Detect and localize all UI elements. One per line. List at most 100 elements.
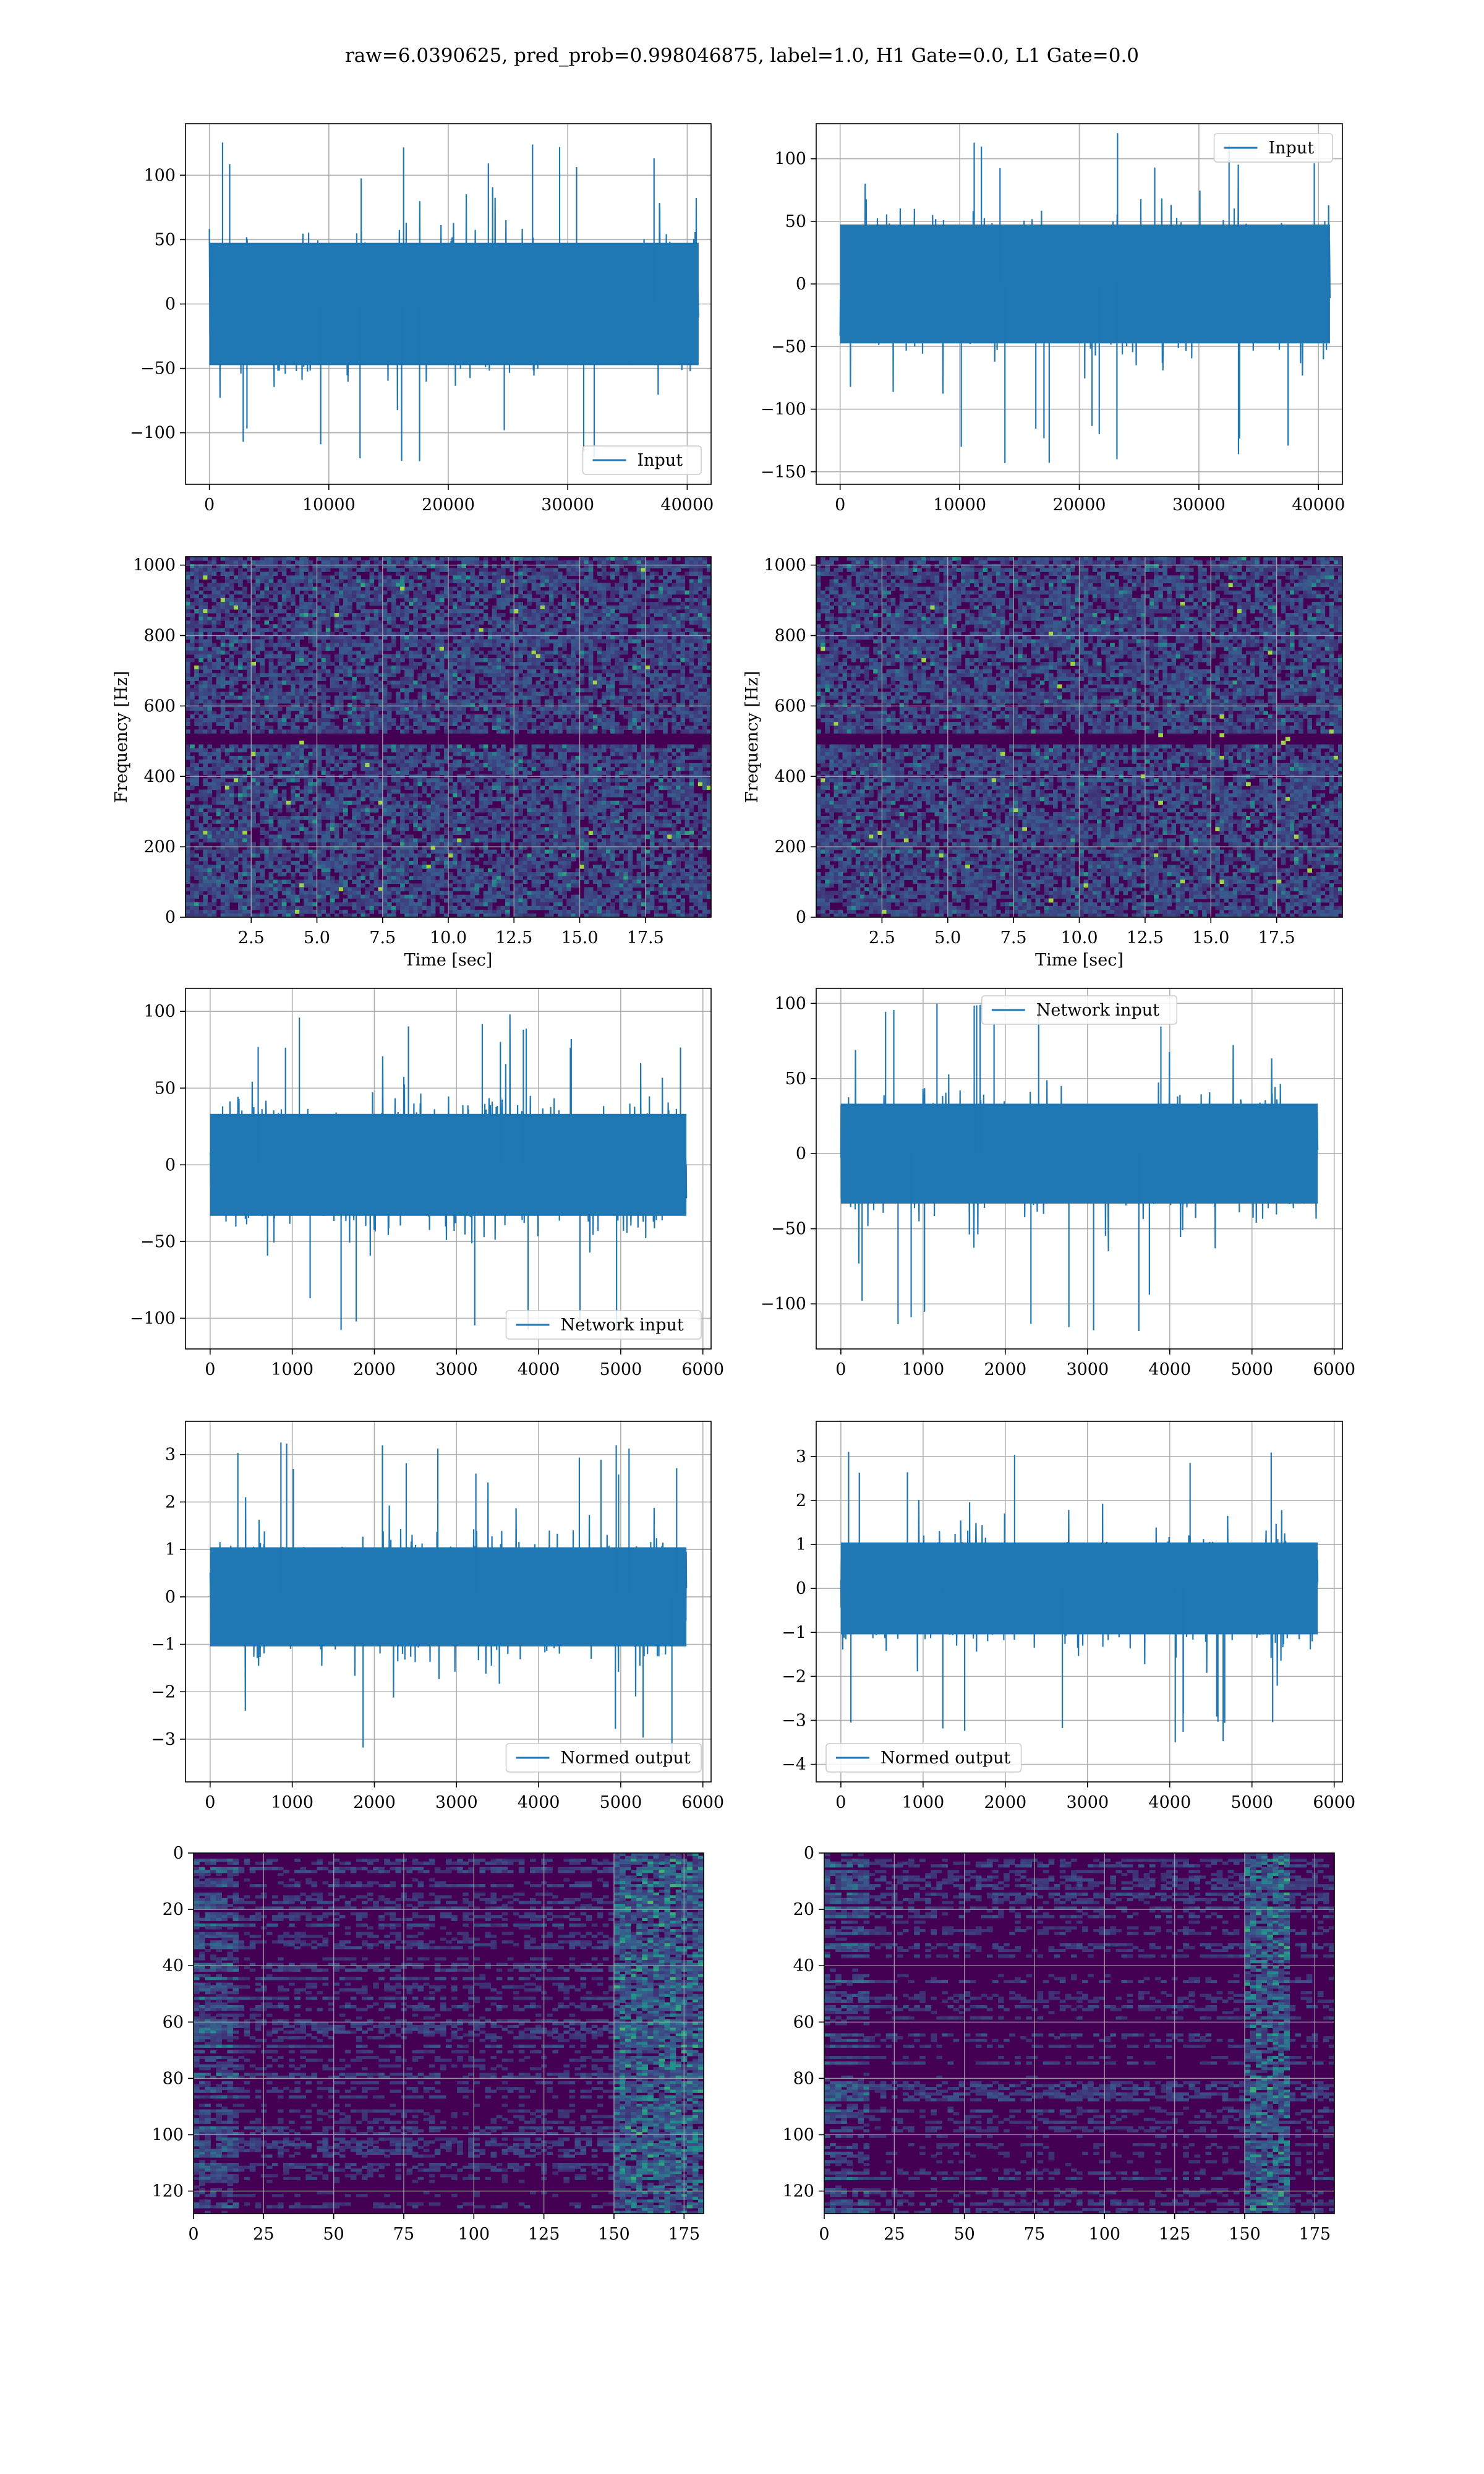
x-tick-label: 15.0 — [561, 928, 598, 948]
x-tick-label: 0 — [188, 2225, 198, 2244]
x-tick-label: 2000 — [984, 1360, 1026, 1379]
y-tick-label: 0 — [796, 908, 806, 927]
x-tick-label: 20000 — [1053, 495, 1106, 515]
y-tick-label: 60 — [163, 2013, 184, 2032]
legend: Normed output — [505, 1743, 702, 1773]
x-tick-label: 17.5 — [1258, 928, 1295, 948]
y-tick-label: 2 — [165, 1492, 176, 1512]
x-axis-label: Time [sec] — [404, 951, 493, 970]
y-tick-label: 200 — [143, 837, 176, 857]
x-tick-label: 15.0 — [1192, 928, 1229, 948]
plot-area — [186, 124, 711, 484]
axes-frame — [185, 988, 712, 1350]
plot-area — [816, 124, 1342, 484]
x-tick-label: 5000 — [600, 1360, 642, 1379]
y-tick-label: −2 — [151, 1682, 176, 1701]
x-tick-label: 6000 — [1313, 1360, 1355, 1379]
legend-label: Network input — [561, 1316, 684, 1335]
signal-core — [210, 1113, 687, 1216]
y-tick-label: 0 — [804, 1844, 814, 1863]
x-tick-label: 1000 — [271, 1360, 313, 1379]
y-tick-label: −2 — [782, 1667, 806, 1686]
x-tick-label: 4000 — [1148, 1793, 1191, 1812]
plot-area — [186, 557, 711, 917]
axes-frame — [193, 1852, 704, 2214]
x-tick-label: 5000 — [1230, 1360, 1273, 1379]
y-tick-label: 800 — [774, 627, 806, 646]
legend-label: Normed output — [881, 1748, 1010, 1768]
x-tick-label: 25 — [884, 2225, 905, 2244]
y-tick-label: 50 — [155, 230, 176, 249]
plot-area — [816, 1421, 1342, 1782]
y-tick-label: 20 — [793, 1900, 814, 1919]
y-tick-label: −3 — [782, 1711, 806, 1730]
y-tick-label: 600 — [143, 696, 176, 716]
y-tick-label: 1000 — [133, 556, 176, 575]
figure-suptitle: raw=6.0390625, pred_prob=0.998046875, la… — [345, 45, 1139, 67]
x-tick-label: 12.5 — [1127, 928, 1164, 948]
y-tick-label: 200 — [774, 837, 806, 857]
y-tick-label: 50 — [785, 1069, 806, 1089]
legend-box — [505, 1310, 702, 1340]
x-tick-label: 5.0 — [934, 928, 961, 948]
axes-frame — [824, 1852, 1335, 2214]
x-tick-label: 4000 — [518, 1360, 560, 1379]
subplot-r5c2: 0 25 50 75 100 125 150 175 0 20 40 60 80 100 120 — [782, 1844, 1335, 2244]
y-tick-label: 1 — [165, 1540, 176, 1559]
x-tick-label: 10000 — [933, 495, 986, 515]
x-tick-label: 6000 — [681, 1360, 724, 1379]
legend-box — [582, 445, 702, 475]
y-tick-label: −100 — [761, 400, 806, 419]
x-tick-label: 5000 — [1230, 1793, 1273, 1812]
x-tick-label: 75 — [393, 2225, 414, 2244]
subplot-r3c2: 0 1000 2000 3000 4000 5000 6000 −100 −50 0 50 100 Ne… — [761, 988, 1355, 1379]
y-tick-label: 0 — [165, 295, 176, 314]
x-tick-label: 4000 — [518, 1793, 560, 1812]
y-tick-label: 50 — [155, 1079, 176, 1098]
y-tick-label: 600 — [774, 696, 806, 716]
y-tick-label: −1 — [782, 1623, 806, 1642]
y-tick-label: 3 — [796, 1447, 806, 1466]
x-tick-label: 1000 — [271, 1793, 313, 1812]
y-tick-label: 50 — [785, 212, 806, 231]
x-tick-label: 1000 — [902, 1793, 945, 1812]
x-tick-label: 2.5 — [238, 928, 265, 948]
axes-frame — [816, 988, 1343, 1350]
legend-label: Input — [638, 451, 683, 470]
y-tick-label: −50 — [140, 1232, 176, 1251]
x-tick-label: 5.0 — [304, 928, 330, 948]
y-tick-label: 80 — [163, 2069, 184, 2088]
x-tick-label: 40000 — [1292, 495, 1345, 515]
y-tick-label: −3 — [151, 1730, 176, 1749]
x-tick-label: 0 — [204, 495, 215, 515]
x-tick-label: 2000 — [984, 1793, 1026, 1812]
y-tick-label: 100 — [151, 2125, 184, 2144]
x-tick-label: 10000 — [302, 495, 356, 515]
x-tick-label: 100 — [1089, 2225, 1121, 2244]
y-tick-label: −100 — [130, 1309, 176, 1328]
subplot-grid: 0 10000 20000 30000 40000−100−50050100Input0… — [112, 123, 1355, 2244]
x-tick-label: 10.0 — [1060, 928, 1098, 948]
y-tick-label: −1 — [151, 1635, 176, 1654]
y-axis-label: Frequency [Hz] — [112, 671, 131, 803]
subplot-r4c2: 0 1000 2000 3000 4000 5000 6000 −4 −3 −2 −1 0 1 2 3 Nor… — [782, 1421, 1355, 1812]
y-tick-label: 1 — [796, 1535, 806, 1554]
x-tick-label: 10.0 — [430, 928, 467, 948]
x-axis-label: Time [sec] — [1035, 951, 1124, 970]
y-tick-label: 1000 — [764, 556, 806, 575]
y-tick-label: −100 — [130, 424, 176, 443]
y-tick-label: −50 — [771, 1220, 806, 1239]
y-tick-label: 100 — [143, 166, 176, 185]
legend-label: Input — [1269, 139, 1315, 158]
y-tick-label: 0 — [173, 1844, 184, 1863]
y-tick-label: −4 — [782, 1755, 806, 1774]
x-tick-label: 50 — [953, 2225, 974, 2244]
y-tick-label: −50 — [140, 359, 176, 379]
y-tick-label: 100 — [782, 2125, 814, 2144]
y-tick-label: 3 — [165, 1445, 176, 1465]
x-tick-label: 17.5 — [627, 928, 664, 948]
signal-core — [840, 1542, 1318, 1635]
x-tick-label: 100 — [458, 2225, 490, 2244]
x-tick-label: 3000 — [1066, 1793, 1109, 1812]
x-tick-label: 2000 — [353, 1793, 396, 1812]
